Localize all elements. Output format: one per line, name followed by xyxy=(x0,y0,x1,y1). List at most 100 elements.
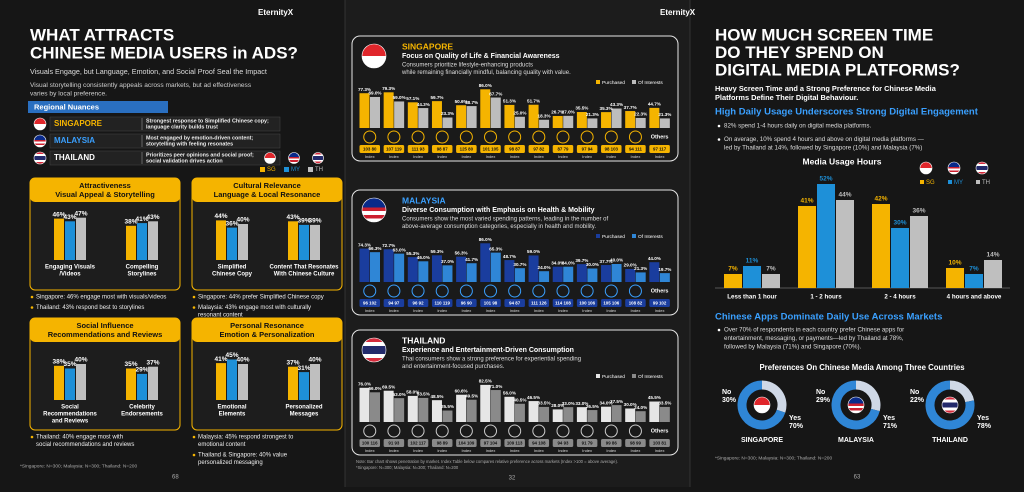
country-title: SINGAPORE xyxy=(402,41,453,51)
value-label: 66.0% xyxy=(368,386,381,391)
value-label: 22.3% xyxy=(634,112,647,117)
index-label: Index xyxy=(510,308,520,313)
value-label: 21.3% xyxy=(634,266,647,271)
category-icon xyxy=(508,424,522,438)
donut-label: No xyxy=(910,389,919,396)
value-label: 45.5% xyxy=(648,395,661,400)
bar-purchased xyxy=(625,111,636,128)
value-label: 42% xyxy=(874,196,887,203)
value-label: 40.5% xyxy=(513,397,526,402)
value-label: 52% xyxy=(819,176,832,183)
value-label: 25.5% xyxy=(441,404,454,409)
index-box xyxy=(456,299,477,307)
bar-interest xyxy=(394,398,405,422)
value-label: 39% xyxy=(308,218,321,225)
index-box xyxy=(456,145,477,153)
bar-purchased xyxy=(407,257,418,282)
donut-label: Yes xyxy=(789,415,801,422)
description: Consumers show the most varied spending … xyxy=(402,217,608,223)
donut-value: 78% xyxy=(977,423,992,430)
index-label: Index xyxy=(606,448,616,453)
value-label: 44.0% xyxy=(648,256,661,261)
bar xyxy=(965,274,983,288)
value-label: 29% xyxy=(135,367,148,374)
value-label: 10% xyxy=(948,260,961,267)
note: emotional content xyxy=(198,442,246,448)
value-label: 63.0% xyxy=(393,247,406,252)
category-label: Emotional xyxy=(217,405,246,411)
bar-interest xyxy=(587,268,598,282)
bar xyxy=(836,200,854,288)
page-number: 68 xyxy=(172,475,179,481)
category-icon xyxy=(556,284,570,298)
legend-swatch xyxy=(632,234,636,238)
bar-interest xyxy=(611,264,622,282)
panel-title: Attractiveness xyxy=(79,181,131,190)
value-label: 69.5% xyxy=(382,384,395,389)
bar-interest xyxy=(659,273,670,282)
index-label: Index xyxy=(461,308,471,313)
index-value: 109 113 xyxy=(507,440,523,445)
value-label: 56.0% xyxy=(503,391,516,396)
description: and entertainment-focused purchases. xyxy=(402,364,505,370)
bar-purchased xyxy=(528,255,539,282)
value-label: 58.0% xyxy=(406,390,419,395)
bar-purchased xyxy=(383,92,394,128)
bar-interest xyxy=(418,397,429,422)
value-label: 27.0% xyxy=(562,110,575,115)
category-label: Elements xyxy=(219,412,246,418)
bar-interest xyxy=(442,117,453,128)
index-box xyxy=(359,145,380,153)
index-label: Index xyxy=(437,448,447,453)
index-box xyxy=(528,299,550,307)
legend-swatch xyxy=(976,180,980,184)
category-icon xyxy=(556,424,570,438)
title: HOW MUCH SCREEN TIME xyxy=(715,25,933,44)
index-label: Index xyxy=(534,308,544,313)
bar xyxy=(238,364,248,400)
panel-title: Recommendations and Reviews xyxy=(48,330,163,339)
bar-interest xyxy=(563,266,574,282)
category-icon xyxy=(484,130,498,144)
legend-label: Purchased xyxy=(602,234,625,240)
bar xyxy=(288,221,298,260)
value-label: 14% xyxy=(986,252,999,259)
category-icon xyxy=(459,284,473,298)
index-value: 102 117 xyxy=(410,440,426,445)
flag xyxy=(312,152,324,164)
others-label: Others xyxy=(651,428,669,434)
country: THAILAND xyxy=(932,437,968,444)
value-label: 69.0% xyxy=(368,91,381,96)
value-label: 21.3% xyxy=(586,112,599,117)
bar-interest xyxy=(563,115,574,128)
index-label: Index xyxy=(365,308,375,313)
index-box xyxy=(407,145,429,153)
bar-purchased xyxy=(576,264,587,282)
bar-interest xyxy=(611,108,622,128)
bar-purchased xyxy=(649,107,660,128)
value-label: 38% xyxy=(124,219,137,226)
value-label: 66.3% xyxy=(368,246,381,251)
index-value: 101 105 xyxy=(483,146,499,151)
bar-interest xyxy=(659,406,670,422)
index-box xyxy=(649,299,670,307)
value-label: 59.0% xyxy=(527,249,540,254)
index-box xyxy=(625,439,646,447)
bar-purchased xyxy=(480,89,491,128)
bar-interest xyxy=(466,106,477,128)
value-label: 82.5% xyxy=(479,379,492,384)
nuance-text: Prioritizes peer opinions and social pro… xyxy=(146,152,254,158)
value-label: 57.1% xyxy=(406,96,419,101)
value-label: 65.3% xyxy=(489,246,502,251)
index-label: Index xyxy=(510,154,520,159)
value-label: 7% xyxy=(728,266,738,273)
bar xyxy=(148,366,158,400)
index-value: 99 86 xyxy=(606,440,618,445)
index-box xyxy=(504,299,525,307)
value-label: 40% xyxy=(236,217,249,224)
index-box xyxy=(552,439,574,447)
value-label: 48.7% xyxy=(503,254,516,259)
flag xyxy=(288,152,300,164)
index-box xyxy=(649,439,670,447)
bar-purchased xyxy=(601,265,612,282)
